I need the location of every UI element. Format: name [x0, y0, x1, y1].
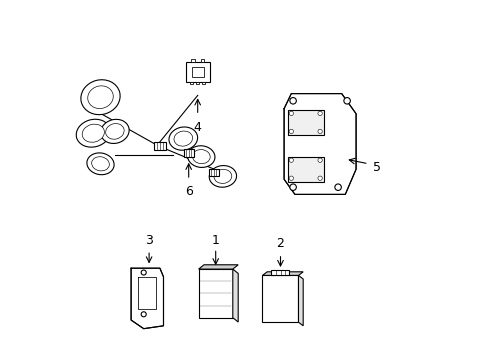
Circle shape — [317, 111, 322, 116]
Polygon shape — [232, 269, 238, 322]
Circle shape — [334, 184, 341, 190]
Circle shape — [317, 176, 322, 180]
Bar — [191, 67, 203, 77]
Circle shape — [288, 176, 293, 180]
Circle shape — [288, 158, 293, 162]
Circle shape — [317, 158, 322, 162]
Circle shape — [289, 184, 296, 190]
Ellipse shape — [105, 123, 124, 139]
Bar — [154, 142, 165, 150]
Bar — [287, 110, 323, 135]
Bar — [196, 82, 199, 84]
Ellipse shape — [81, 80, 120, 115]
Circle shape — [141, 312, 146, 317]
Ellipse shape — [209, 166, 236, 187]
Circle shape — [141, 270, 146, 275]
Ellipse shape — [174, 131, 192, 146]
Bar — [198, 269, 232, 318]
Ellipse shape — [101, 119, 129, 144]
Bar — [183, 149, 193, 157]
Bar — [191, 59, 194, 62]
Text: 5: 5 — [372, 161, 380, 174]
Circle shape — [289, 98, 296, 104]
Bar — [190, 82, 193, 84]
Polygon shape — [298, 275, 303, 326]
Text: 2: 2 — [276, 237, 284, 250]
Bar — [262, 275, 298, 322]
Ellipse shape — [76, 119, 110, 147]
Circle shape — [343, 98, 349, 104]
Ellipse shape — [91, 157, 109, 171]
Circle shape — [317, 129, 322, 134]
Bar — [271, 270, 289, 275]
Bar — [185, 62, 209, 82]
Bar — [200, 59, 204, 62]
Text: 4: 4 — [193, 121, 201, 134]
Polygon shape — [198, 265, 238, 269]
Polygon shape — [262, 272, 303, 275]
Ellipse shape — [169, 127, 197, 150]
Circle shape — [288, 129, 293, 134]
Polygon shape — [284, 94, 355, 194]
Circle shape — [288, 111, 293, 116]
Text: 3: 3 — [145, 234, 153, 247]
Ellipse shape — [187, 146, 215, 167]
Ellipse shape — [87, 153, 114, 175]
Ellipse shape — [82, 124, 104, 142]
Text: 6: 6 — [184, 185, 192, 198]
Ellipse shape — [87, 86, 113, 109]
Bar — [208, 169, 219, 176]
Ellipse shape — [214, 169, 231, 184]
Bar — [202, 82, 204, 84]
Bar — [287, 157, 323, 182]
Polygon shape — [131, 268, 163, 329]
Text: 1: 1 — [211, 234, 219, 247]
Ellipse shape — [192, 149, 210, 164]
